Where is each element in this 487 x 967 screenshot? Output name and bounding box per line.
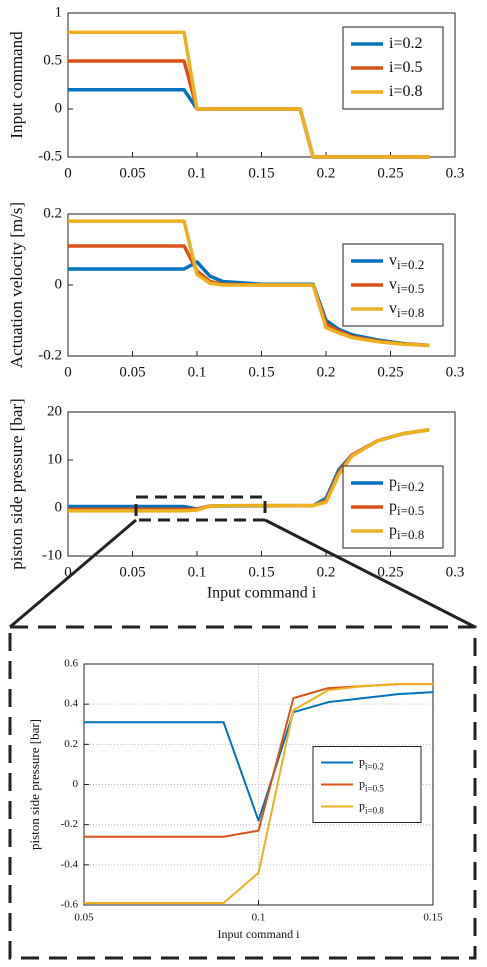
legend-entry: vi=0.8 <box>389 300 424 320</box>
x-tick-label: 0.1 <box>188 165 207 181</box>
y-tick-label: 0.4 <box>64 698 78 710</box>
series-line <box>68 219 430 348</box>
legend-entry: vi=0.5 <box>389 276 424 296</box>
legend-entry: pi=0.8 <box>389 522 424 542</box>
series-line <box>68 30 430 159</box>
y-axis-label: Input command <box>7 31 26 139</box>
y-tick-label: -0.6 <box>61 899 79 911</box>
zoom-region <box>134 495 267 522</box>
y-tick-label: 0.2 <box>43 205 62 221</box>
legend-name: p <box>359 776 365 790</box>
legend-name: v <box>389 300 397 317</box>
x-tick-label: 0.15 <box>248 564 274 580</box>
x-tick-label: 0.25 <box>377 564 403 580</box>
x-tick-label: 0.3 <box>446 364 465 380</box>
legend-subscript: i=0.2 <box>365 762 384 772</box>
x-axis-label: Input command i <box>218 927 301 941</box>
legend-subscript: i=0.2 <box>397 257 424 272</box>
legend-entry: i=0.2 <box>389 35 422 52</box>
x-tick-label: 0.25 <box>377 364 403 380</box>
x-tick-label: 0 <box>64 165 72 181</box>
y-tick-label: -0.5 <box>38 148 62 164</box>
x-tick-label: 0 <box>64 364 72 380</box>
legend-name: i=0.5 <box>389 59 422 76</box>
legend-subscript: i=0.5 <box>397 503 424 518</box>
x-tick-label: 0.05 <box>119 564 145 580</box>
legend-name: p <box>359 798 365 812</box>
axes-frame <box>67 411 456 557</box>
legend-entry: pi=0.5 <box>359 776 384 793</box>
y-tick-label: -10 <box>42 547 62 563</box>
zoom-frame <box>8 625 477 960</box>
x-tick-label: 0.15 <box>423 912 443 924</box>
legend-name: p <box>359 754 365 768</box>
zoom-connector <box>264 518 476 629</box>
legend-entry: vi=0.2 <box>389 252 424 272</box>
x-tick-label: 0.2 <box>317 165 336 181</box>
legend-entry: pi=0.2 <box>389 474 424 494</box>
legend-subscript: i=0.8 <box>365 806 384 816</box>
x-tick-label: 0.1 <box>188 564 207 580</box>
y-axis-label: piston side pressure [bar] <box>27 719 42 850</box>
y-tick-label: -0.2 <box>61 818 78 830</box>
y-tick-label: -0.2 <box>38 347 62 363</box>
x-tick-label: 0.05 <box>119 364 145 380</box>
y-tick-label: 0.5 <box>43 52 62 68</box>
legend-name: p <box>389 498 397 515</box>
y-tick-label: 0 <box>73 778 79 790</box>
y-tick-label: 10 <box>47 451 62 467</box>
series-line <box>68 428 430 513</box>
x-tick-label: 0.2 <box>317 364 336 380</box>
x-tick-label: 0.2 <box>317 564 336 580</box>
x-tick-label: 0.1 <box>252 912 266 924</box>
axes-frame <box>83 663 434 906</box>
x-tick-label: 0.25 <box>377 165 403 181</box>
legend-name: i=0.8 <box>389 83 422 100</box>
y-axis-label: piston side pressure [bar] <box>7 398 26 569</box>
y-tick-label: 0 <box>55 100 63 116</box>
y-tick-label: 0 <box>55 276 63 292</box>
axes-frame <box>67 213 456 357</box>
series-line <box>84 683 433 904</box>
x-tick-label: 0.1 <box>188 364 207 380</box>
legend-subscript: i=0.2 <box>397 479 424 494</box>
series-line <box>84 691 434 822</box>
y-axis-label: Actuation velocity [m/s] <box>7 202 26 368</box>
zoom-connector <box>9 518 137 629</box>
legend-subscript: i=0.8 <box>397 527 424 542</box>
legend-entry: i=0.8 <box>389 83 422 100</box>
axes-frame <box>67 12 456 158</box>
y-tick-label: 0.6 <box>64 658 78 670</box>
y-tick-label: 1 <box>55 4 63 20</box>
legend-entry: pi=0.5 <box>389 498 424 518</box>
legend-name: p <box>389 474 397 491</box>
legend-subscript: i=0.8 <box>397 305 424 320</box>
x-tick-label: 0.3 <box>446 564 465 580</box>
legend-entry: pi=0.8 <box>359 798 384 815</box>
x-axis-label: Input command i <box>207 585 317 602</box>
x-tick-label: 0.05 <box>74 912 94 924</box>
x-tick-label: 0.3 <box>446 165 465 181</box>
y-tick-label: 0 <box>55 499 63 515</box>
legend-name: v <box>389 276 397 293</box>
legend-name: i=0.2 <box>389 35 422 52</box>
legend-name: v <box>389 252 397 269</box>
legend-subscript: i=0.5 <box>365 784 384 794</box>
legend-name: p <box>389 522 397 539</box>
x-tick-label: 0.15 <box>248 165 274 181</box>
x-tick-label: 0.15 <box>248 364 274 380</box>
legend-entry: pi=0.2 <box>359 754 384 771</box>
y-tick-label: 20 <box>47 403 62 419</box>
x-tick-label: 0.05 <box>119 165 145 181</box>
legend-entry: i=0.5 <box>389 59 422 76</box>
legend-subscript: i=0.5 <box>397 281 424 296</box>
y-tick-label: 0.2 <box>64 738 78 750</box>
y-tick-label: -0.4 <box>61 858 79 870</box>
x-tick-label: 0 <box>64 564 72 580</box>
